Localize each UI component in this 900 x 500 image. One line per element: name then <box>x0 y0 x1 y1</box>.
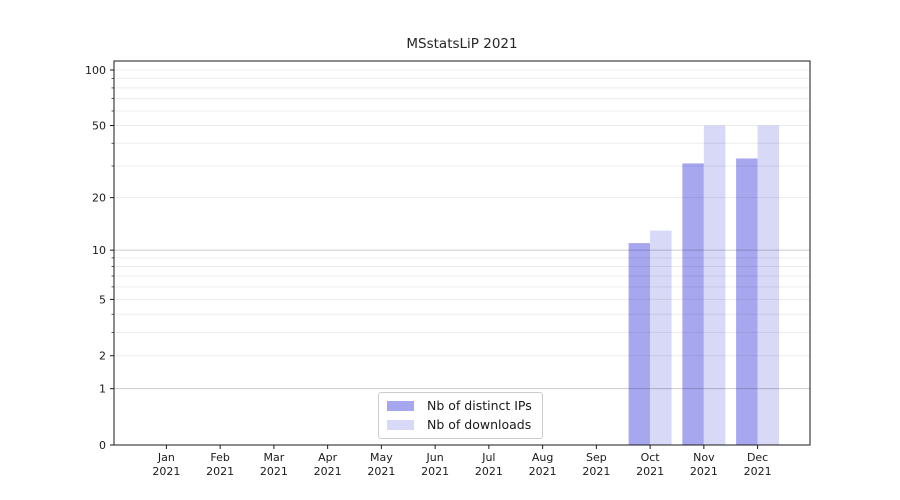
x-tick-label-jul: Jul 2021 <box>475 451 503 478</box>
bar-dec-downloads <box>757 125 780 446</box>
x-tick-label-nov: Nov 2021 <box>690 451 718 478</box>
legend-label-downloads: Nb of downloads <box>427 416 532 432</box>
axes-spines <box>113 60 811 446</box>
bar-oct-ips <box>628 243 651 445</box>
y-tick-label-5: 5 <box>99 293 106 306</box>
legend-label-ips: Nb of distinct IPs <box>427 398 532 413</box>
legend-swatch-ips <box>387 400 414 411</box>
bar-dec-ips <box>736 158 758 446</box>
bar-nov-ips <box>682 163 704 446</box>
y-tick-label-10: 10 <box>92 244 106 257</box>
y-tick-label-2: 2 <box>99 350 106 363</box>
x-tick-label-jun: Jun 2021 <box>421 451 449 478</box>
x-tick-label-feb: Feb 2021 <box>206 451 234 478</box>
x-tick-label-oct: Oct 2021 <box>636 451 664 478</box>
legend-item-downloads: Nb of downloads <box>387 416 532 432</box>
legend-swatch-downloads <box>387 419 414 430</box>
x-tick-label-jan: Jan 2021 <box>152 451 180 478</box>
y-tick-label-50: 50 <box>92 120 106 133</box>
legend-item-distinct-ips: Nb of distinct IPs <box>387 399 532 413</box>
x-tick-label-dec: Dec 2021 <box>744 451 772 478</box>
x-tick-label-mar: Mar 2021 <box>260 451 288 478</box>
x-tick-label-sep: Sep 2021 <box>582 451 610 478</box>
y-tick-label-100: 100 <box>85 64 106 77</box>
y-tick-label-1: 1 <box>99 383 106 396</box>
y-tick-label-0: 0 <box>99 439 106 452</box>
chart-title: MSstatsLiP 2021 <box>406 36 518 52</box>
legend: Nb of distinct IPs Nb of downloads <box>378 392 543 439</box>
bar-nov-downloads <box>703 125 726 446</box>
x-tick-label-may: May 2021 <box>367 451 395 478</box>
x-tick-label-apr: Apr 2021 <box>314 451 342 478</box>
x-tick-label-aug: Aug 2021 <box>529 451 557 478</box>
y-tick-label-20: 20 <box>92 192 106 205</box>
bar-oct-downloads <box>650 230 672 445</box>
